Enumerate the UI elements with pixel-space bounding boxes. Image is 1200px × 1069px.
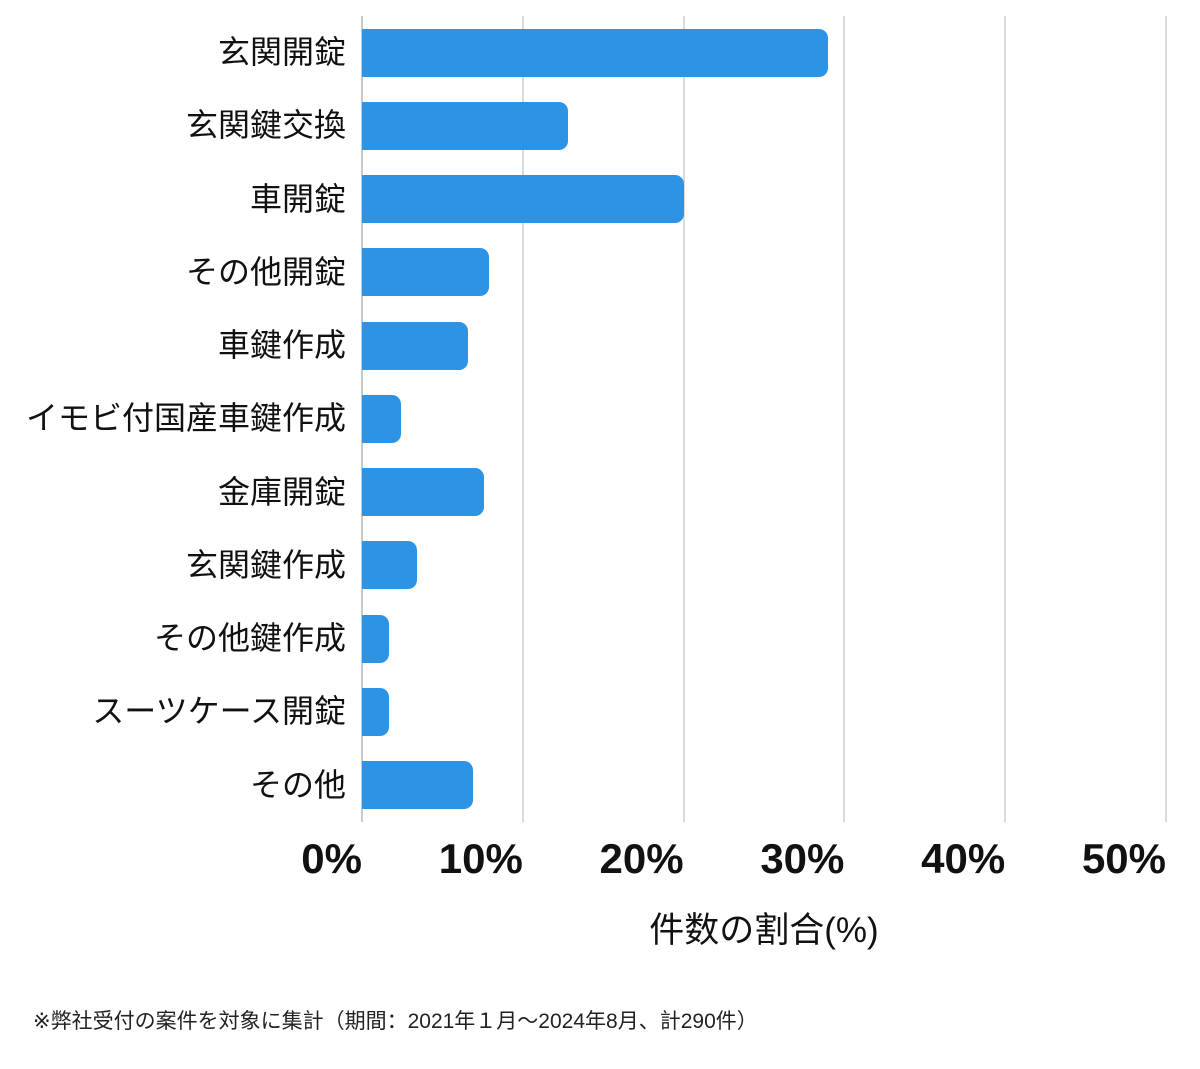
bar-row: 玄関鍵作成	[0, 529, 1166, 602]
x-axis-tick-label: 0%	[301, 835, 362, 882]
bar-row: 車鍵作成	[0, 309, 1166, 382]
x-axis-tick-label: 30%	[760, 835, 845, 882]
bar-row: 玄関開錠	[0, 16, 1166, 89]
bar-row: その他開錠	[0, 236, 1166, 309]
category-label: 車開錠	[249, 180, 346, 217]
gridline	[1165, 16, 1167, 822]
category-label: スーツケース開錠	[92, 693, 346, 730]
category-label: 玄関鍵作成	[185, 546, 346, 583]
category-label: その他開錠	[185, 253, 346, 290]
category-label: イモビ付国産車鍵作成	[25, 400, 346, 437]
footnote: ※弊社受付の案件を対象に集計（期間：2021年１月～2024年8月、計290件）	[33, 1010, 758, 1033]
bar-row: 金庫開錠	[0, 456, 1166, 529]
bar	[362, 394, 401, 443]
bar	[362, 541, 417, 590]
category-label: 玄関開錠	[217, 34, 346, 71]
bar-track	[362, 236, 1166, 309]
bar-track	[362, 456, 1166, 529]
bar-row: その他鍵作成	[0, 602, 1166, 675]
bar	[362, 101, 568, 150]
gridline	[843, 16, 846, 822]
bar-track	[362, 309, 1166, 382]
x-axis-tick-label: 10%	[438, 835, 523, 882]
category-label: その他	[249, 766, 346, 803]
bar-row: 車開錠	[0, 163, 1166, 236]
bar	[362, 614, 390, 663]
x-axis-title: 件数の割合(%)	[649, 911, 879, 950]
bar-rows: 玄関開錠玄関鍵交換車開錠その他開錠車鍵作成イモビ付国産車鍵作成金庫開錠玄関鍵作成…	[0, 16, 1166, 822]
category-label: 金庫開錠	[217, 473, 346, 510]
bar-track	[362, 529, 1166, 602]
gridline	[1004, 16, 1007, 822]
gridline	[521, 16, 524, 822]
bar-track	[362, 16, 1166, 89]
category-label: 車鍵作成	[217, 327, 346, 364]
bar-track	[362, 749, 1166, 822]
bar	[362, 321, 469, 370]
bar-track	[362, 89, 1166, 162]
category-label: その他鍵作成	[153, 620, 346, 657]
x-axis-tick-label: 50%	[1081, 835, 1166, 882]
gridline	[682, 16, 685, 822]
x-axis-tick-label: 40%	[921, 835, 1006, 882]
bar	[362, 28, 829, 77]
bar-track	[362, 163, 1166, 236]
bar-track	[362, 382, 1166, 455]
x-axis: 0% 10% 20% 30% 40% 50%	[301, 835, 1166, 890]
bar	[362, 761, 473, 810]
bar-row: イモビ付国産車鍵作成	[0, 382, 1166, 455]
category-label: 玄関鍵交換	[185, 107, 346, 144]
bar-row: その他	[0, 749, 1166, 822]
bar-row: スーツケース開錠	[0, 675, 1166, 748]
bar	[362, 248, 490, 297]
bar	[362, 175, 684, 224]
bar-track	[362, 675, 1166, 748]
x-axis-tick-label: 20%	[599, 835, 684, 882]
bar	[362, 468, 485, 517]
bar-track	[362, 602, 1166, 675]
bar	[362, 688, 390, 737]
bar-row: 玄関鍵交換	[0, 89, 1166, 162]
